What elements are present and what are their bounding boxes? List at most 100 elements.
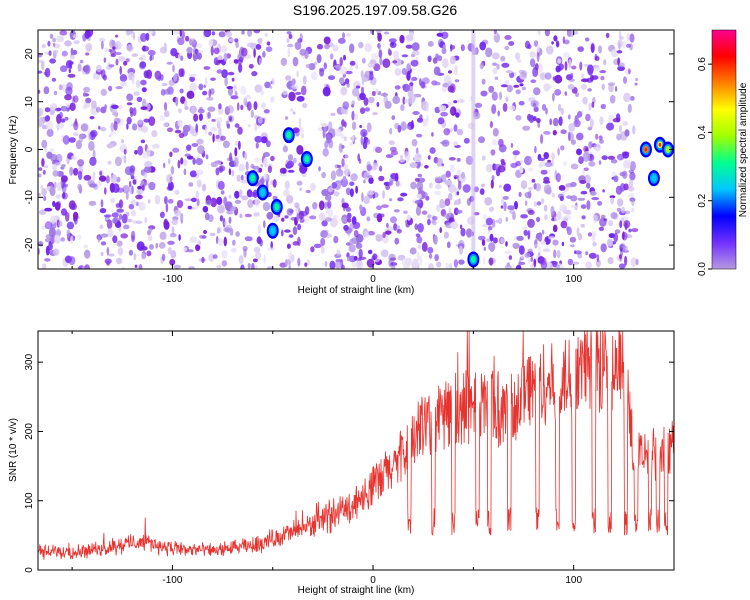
heatmap-cell xyxy=(234,123,240,128)
heatmap-cell xyxy=(228,216,232,224)
heatmap-cell xyxy=(318,166,321,172)
heatmap-cell xyxy=(588,161,596,167)
heatmap-cell xyxy=(623,92,631,103)
heatmap-cell xyxy=(104,104,107,110)
heatmap-cell xyxy=(417,244,421,250)
heatmap-cell xyxy=(231,247,237,253)
heatmap-cell xyxy=(178,132,185,139)
heatmap-cell xyxy=(581,215,586,220)
heatmap-cell xyxy=(589,118,594,128)
heatmap-cell xyxy=(147,199,151,204)
heatmap-cell xyxy=(548,236,556,240)
heatmap-cell xyxy=(529,58,536,68)
heatmap-cell xyxy=(346,32,351,37)
heatmap-cell xyxy=(393,50,400,60)
heatmap-cell xyxy=(60,105,67,112)
heatmap-cell xyxy=(166,61,173,65)
heatmap-cell xyxy=(392,95,401,105)
heatmap-cell xyxy=(562,36,566,44)
spectrogram-y-ticks: -20 -10 0 10 20 xyxy=(24,48,674,252)
heatmap-cell xyxy=(439,198,445,209)
heatmap-cell xyxy=(527,44,532,50)
heatmap-cell xyxy=(61,164,66,168)
heatmap-cell xyxy=(163,218,169,228)
heatmap-cell xyxy=(299,48,307,56)
heatmap-cell xyxy=(409,162,418,168)
heatmap-cell xyxy=(44,107,51,113)
heatmap-cell xyxy=(383,31,390,35)
heatmap-cell xyxy=(567,84,575,90)
heatmap-cell xyxy=(353,229,359,238)
heatmap-cell xyxy=(341,264,345,269)
heatmap-cell xyxy=(213,47,220,55)
heatmap-cell xyxy=(600,103,606,110)
heatmap-cell xyxy=(205,199,213,206)
heatmap-cell xyxy=(501,62,510,68)
heatmap-cell xyxy=(45,120,54,130)
heatmap-cell xyxy=(607,155,616,160)
heatmap-cell xyxy=(56,114,62,124)
heatmap-cell xyxy=(396,229,402,234)
heatmap-cell xyxy=(340,177,349,188)
heatmap-cell xyxy=(272,179,277,188)
heatmap-cell xyxy=(121,138,125,144)
heatmap-cell xyxy=(318,200,325,211)
heatmap-cell xyxy=(44,207,53,212)
heatmap-cell xyxy=(92,149,96,160)
heatmap-cell xyxy=(544,214,548,221)
heatmap-cell xyxy=(557,103,562,112)
heatmap-cell xyxy=(287,47,291,58)
heatmap-cell xyxy=(336,249,341,257)
heatmap-cell xyxy=(371,53,379,61)
heatmap-cell xyxy=(346,187,351,196)
heatmap-cell xyxy=(258,57,262,66)
heatmap-cell xyxy=(375,30,382,34)
heatmap-cell xyxy=(485,164,493,173)
heatmap-feature xyxy=(300,151,313,168)
heatmap-cell xyxy=(400,154,404,160)
heatmap-cell xyxy=(247,199,254,208)
heatmap-cell xyxy=(433,234,438,245)
heatmap-cell xyxy=(591,197,600,201)
heatmap-cell xyxy=(296,70,299,78)
heatmap-cell xyxy=(341,216,347,223)
heatmap-cell xyxy=(599,116,604,126)
heatmap-cell xyxy=(359,107,366,114)
heatmap-cell xyxy=(134,264,138,268)
heatmap-cell xyxy=(479,188,485,196)
heatmap-cell xyxy=(381,204,389,209)
heatmap-cell xyxy=(151,130,158,138)
heatmap-cell xyxy=(457,98,465,103)
heatmap-cell xyxy=(140,252,146,260)
heatmap-cell xyxy=(556,249,561,259)
heatmap-cell xyxy=(62,83,67,92)
heatmap-cell xyxy=(253,48,256,58)
heatmap-cell xyxy=(442,82,450,88)
heatmap-cell xyxy=(197,240,202,246)
heatmap-cell xyxy=(443,231,449,239)
heatmap-cell xyxy=(552,224,558,233)
heatmap-cell xyxy=(98,125,101,130)
heatmap-cell xyxy=(555,172,561,183)
heatmap-cell xyxy=(463,137,470,144)
heatmap-cell xyxy=(457,169,461,175)
heatmap-cell xyxy=(610,159,618,164)
heatmap-cell xyxy=(204,76,208,87)
heatmap-cell xyxy=(182,124,191,133)
heatmap-cell xyxy=(369,72,374,81)
heatmap-cell xyxy=(161,253,166,262)
heatmap-cell xyxy=(110,174,118,183)
heatmap-cell xyxy=(518,191,522,197)
heatmap-cell xyxy=(257,124,261,129)
heatmap-cell xyxy=(619,124,622,133)
heatmap-cell xyxy=(375,146,383,154)
heatmap-cell xyxy=(443,128,451,136)
heatmap-cell xyxy=(120,81,127,87)
heatmap-cell xyxy=(607,257,614,265)
heatmap-cell xyxy=(622,40,626,49)
heatmap-cell xyxy=(171,226,175,236)
heatmap-cell xyxy=(203,66,211,70)
heatmap-cell xyxy=(558,185,566,191)
heatmap-cell xyxy=(530,79,537,83)
heatmap-cell xyxy=(263,254,266,264)
